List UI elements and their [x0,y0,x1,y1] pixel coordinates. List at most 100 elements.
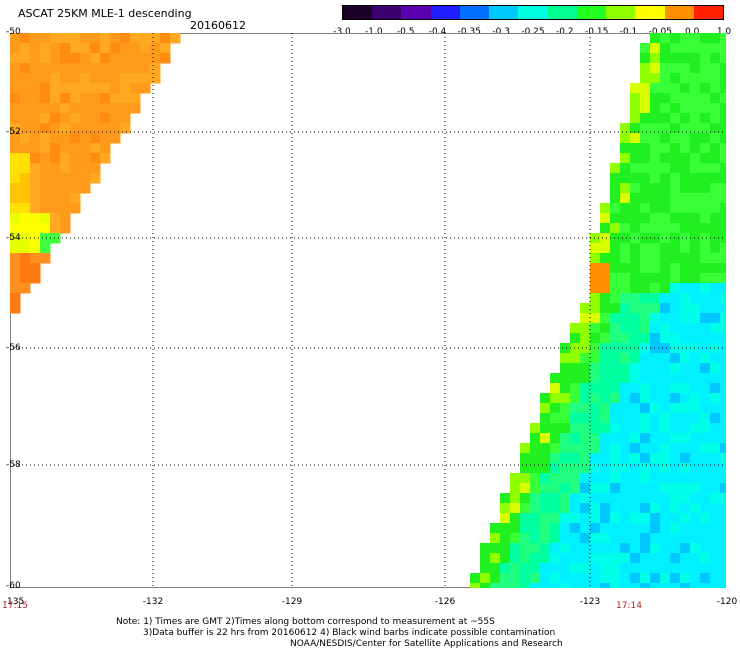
swath-cell [690,173,701,184]
swath-cell [720,83,726,94]
swath-cell [620,133,631,144]
swath-cell [650,513,661,524]
swath-cell [620,463,631,474]
swath-cell [20,153,31,164]
swath-cell [20,213,31,224]
swath-cell [680,163,691,174]
swath-cell [660,413,671,424]
swath-cell [650,283,661,294]
swath-cell [670,193,681,204]
swath-cell [20,253,31,264]
swath-cell [60,203,71,214]
swath-cell [110,113,121,124]
swath-cell [610,553,621,564]
swath-cell [700,203,711,214]
swath-cell [670,33,681,44]
swath-cell [520,523,531,534]
swath-cell [490,563,501,574]
swath-cell [90,143,101,154]
swath-cell [660,93,671,104]
swath-cell [680,473,691,484]
swath-cell [650,63,661,74]
swath-cell [590,353,601,364]
swath-cell [570,453,581,464]
swath-cell [690,393,701,404]
swath-cell [620,223,631,234]
swath-cell [620,163,631,174]
swath-cell [700,173,711,184]
swath-cell [670,473,681,484]
swath-cell [640,153,651,164]
swath-cell [510,533,521,544]
swath-cell [550,473,561,484]
swath-cell [660,73,671,84]
swath-cell [700,353,711,364]
swath-cell [700,523,711,534]
swath-cell [720,313,726,324]
swath-cell [620,333,631,344]
swath-cell [710,413,721,424]
swath-cell [130,53,141,64]
swath-cell [600,473,611,484]
swath-cell [660,123,671,134]
swath-cell [690,163,701,174]
swath-cell [20,73,31,84]
swath-cell [50,113,61,124]
swath-cell [50,173,61,184]
swath-cell [570,513,581,524]
swath-cell [650,553,661,564]
swath-cell [660,423,671,434]
swath-cell [620,273,631,284]
swath-cell [700,253,711,264]
swath-cell [640,453,651,464]
lat-label-52: -52 [6,127,21,137]
swath-cell [670,163,681,174]
swath-cell [60,133,71,144]
swath-cell [700,133,711,144]
swath-cell [560,353,571,364]
swath-cell [100,133,111,144]
swath-cell [700,563,711,574]
swath-cell [540,393,551,404]
swath-cell [580,423,591,434]
swath-cell [690,263,701,274]
swath-cell [680,393,691,404]
swath-cell [590,333,601,344]
swath-cell [620,453,631,464]
swath-cell [600,383,611,394]
swath-cell [550,523,561,534]
swath-cell [520,443,531,454]
swath-cell [590,363,601,374]
swath-cell [630,513,641,524]
swath-cell [150,53,161,64]
swath-cell [70,153,81,164]
swath-cell [710,213,721,224]
swath-cell [720,293,726,304]
swath-cell [530,583,541,588]
swath-cell [690,423,701,434]
swath-cell [690,483,701,494]
swath-cell [700,263,711,274]
swath-cell [560,533,571,544]
swath-cell [600,583,611,588]
swath-cell [690,143,701,154]
swath-cell [640,413,651,424]
swath-cell [40,83,51,94]
swath-cell [30,153,41,164]
swath-cell [630,273,641,284]
swath-cell [20,63,31,74]
swath-cell [630,383,641,394]
swath-cell [670,573,681,584]
swath-cell [630,363,641,374]
swath-cell [550,513,561,524]
swath-cell [690,283,701,294]
swath-cell [700,33,711,44]
swath-cell [650,253,661,264]
color-scale-segment [372,6,401,19]
swath-cell [620,173,631,184]
swath-cell [520,483,531,494]
swath-cell [650,333,661,344]
swath-cell [580,573,591,584]
swath-cell [120,73,131,84]
swath-cell [560,363,571,374]
